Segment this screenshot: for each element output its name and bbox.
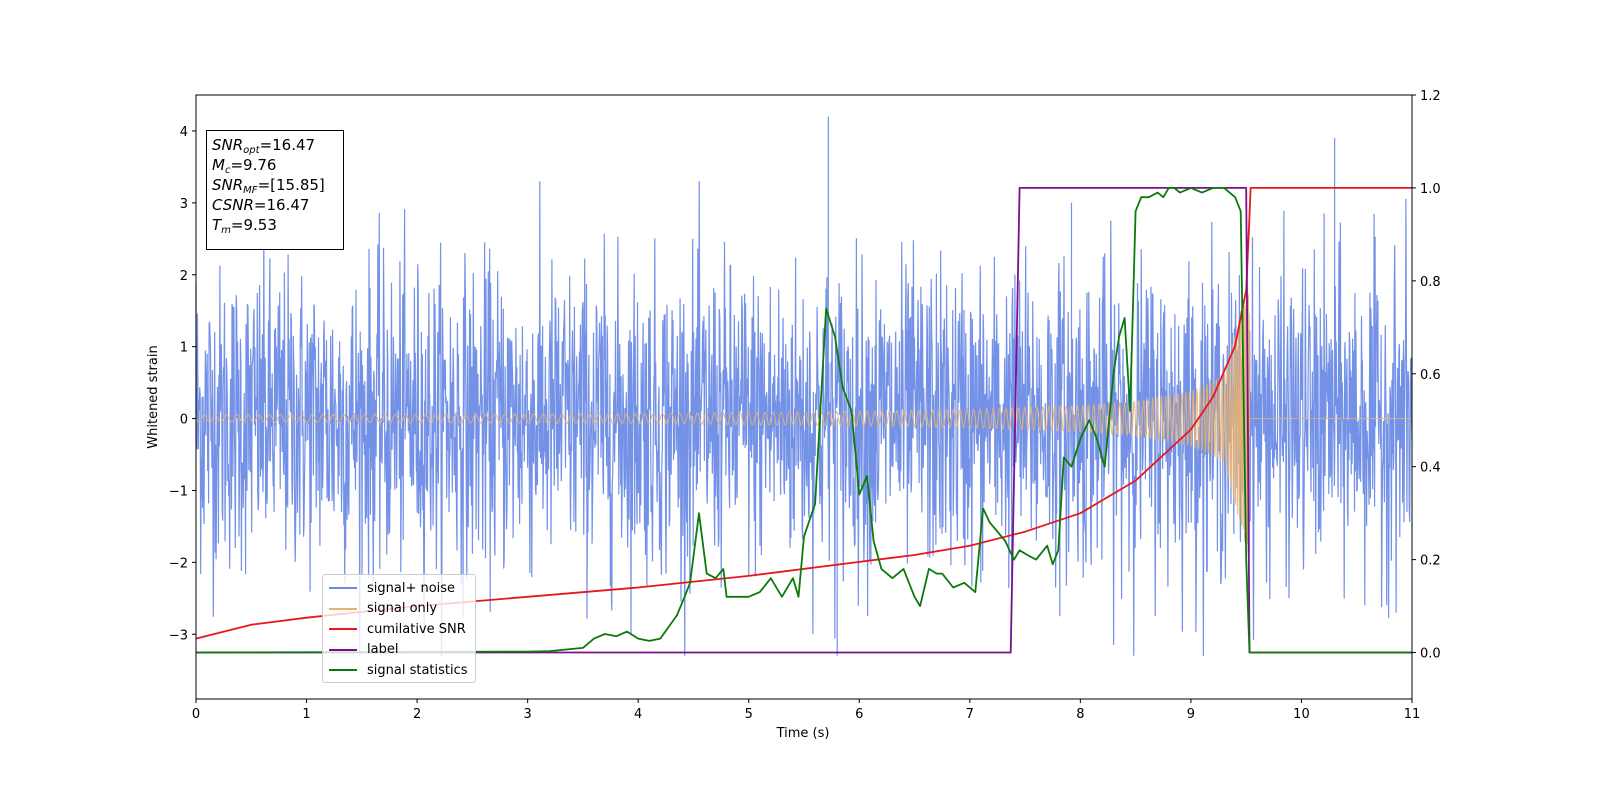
y-tick-label: 3: [180, 197, 188, 212]
x-tick-label: 9: [1187, 707, 1195, 722]
y2-tick-label: 0.8: [1420, 275, 1441, 290]
legend-swatch: [329, 669, 357, 672]
annotation-snr-opt: SNRopt=16.47: [212, 136, 316, 156]
annotation-box: SNRopt=16.47 Mc=9.76 SNRMF=[15.85] CSNR=…: [206, 130, 344, 250]
legend-swatch: [329, 607, 357, 610]
y2-tick-label: 0.0: [1420, 647, 1441, 662]
annotation-snr-mf: SNRMF=[15.85]: [212, 176, 325, 196]
y-axis-right: 0.0 0.2 0.4 0.6 0.8 1.0 1.2: [1412, 89, 1441, 662]
y2-tick-label: 1.2: [1420, 89, 1441, 104]
y-axis-left: −3 −2 −1 0 1 2 3 4: [169, 125, 196, 643]
y-tick-label: 4: [180, 125, 188, 140]
legend-item-signal-only: signal only: [329, 599, 469, 620]
annotation-csnr: CSNR=16.47: [212, 196, 310, 214]
annotation-mc: Mc=9.76: [212, 156, 277, 176]
legend-item-label: label: [329, 640, 469, 661]
x-tick-label: 5: [745, 707, 753, 722]
x-axis-label: Time (s): [776, 726, 830, 741]
x-axis: 0 1 2 3 4 5 6 7 8 9 10 11: [192, 699, 1420, 722]
legend-swatch: [329, 648, 357, 651]
legend-item-signal-statistics: signal statistics: [329, 660, 469, 681]
legend-item-cumilative-snr: cumilative SNR: [329, 619, 469, 640]
x-tick-label: 10: [1293, 707, 1310, 722]
x-tick-label: 3: [523, 707, 531, 722]
x-tick-label: 6: [855, 707, 863, 722]
x-tick-label: 4: [634, 707, 642, 722]
y2-tick-label: 0.4: [1420, 461, 1441, 476]
series-signal-only: [195, 265, 1412, 580]
legend-swatch: [329, 628, 357, 631]
y2-tick-label: 1.0: [1420, 182, 1441, 197]
plot-frame: [195, 94, 1413, 700]
y-tick-label: 0: [180, 413, 188, 428]
legend: signal+ noise signal only cumilative SNR…: [322, 574, 476, 683]
legend-item-signal-noise: signal+ noise: [329, 578, 469, 599]
x-tick-label: 8: [1076, 707, 1084, 722]
x-tick-label: 11: [1404, 707, 1421, 722]
x-tick-label: 2: [413, 707, 421, 722]
x-tick-label: 0: [192, 707, 200, 722]
annotation-tm: Tm=9.53: [212, 216, 277, 236]
y-tick-label: −2: [169, 556, 188, 571]
x-tick-label: 1: [302, 707, 310, 722]
y-tick-label: 1: [180, 341, 188, 356]
legend-swatch: [329, 587, 357, 590]
x-tick-label: 7: [966, 707, 974, 722]
y-tick-label: −3: [169, 628, 188, 643]
y2-tick-label: 0.2: [1420, 554, 1441, 569]
y-tick-label: −1: [169, 484, 188, 499]
line-signal-only: [195, 265, 1412, 580]
y-axis-label: Whitened strain: [146, 345, 161, 448]
y-tick-label: 2: [180, 269, 188, 284]
y2-tick-label: 0.6: [1420, 368, 1441, 383]
line-signal-statistics: [195, 187, 1412, 654]
